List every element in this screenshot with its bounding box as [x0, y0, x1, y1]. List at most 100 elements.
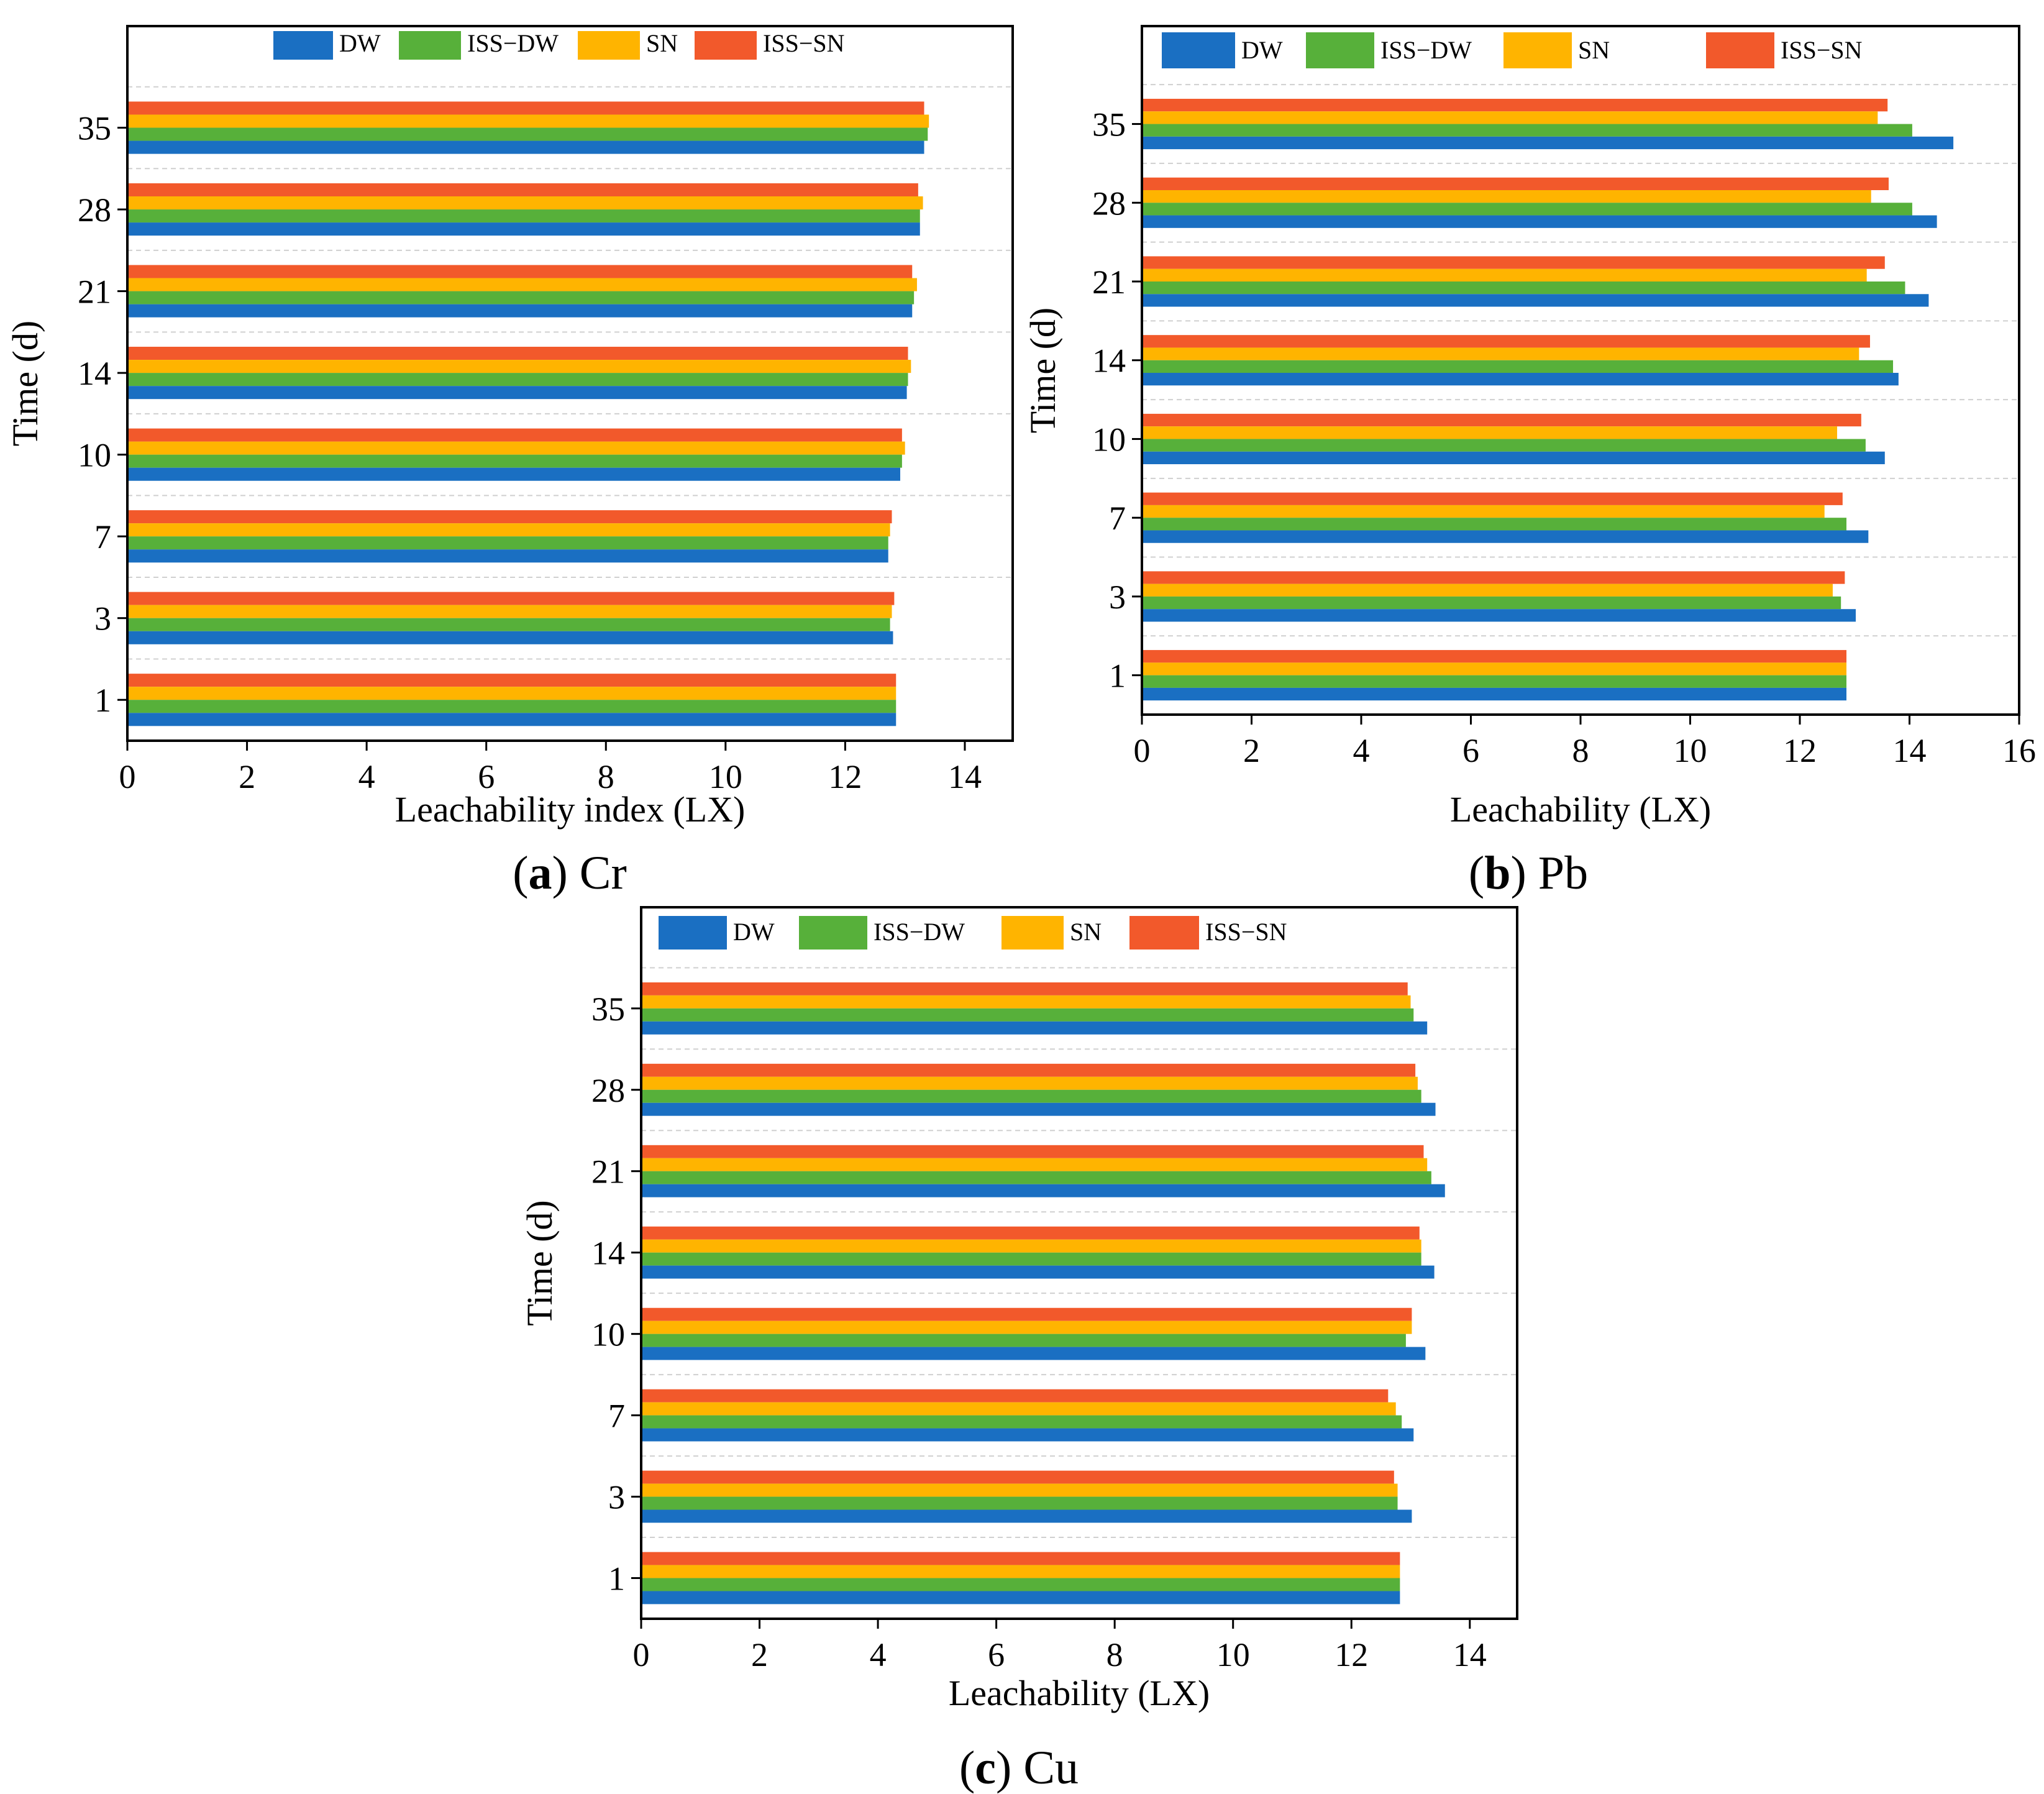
legend-label: DW — [339, 29, 381, 57]
y-tick-label: 7 — [608, 1398, 625, 1435]
legend-swatch-iss-dw — [799, 916, 867, 950]
bar-sn-day-1 — [641, 1565, 1400, 1578]
chart-panel-cr: 1 3 7 10 14 21 28 35 0 2 4 6 8 10 12 14 Leachability ind… — [5, 25, 1014, 899]
x-tick-label: 6 — [478, 758, 495, 795]
plot-frame — [126, 25, 1014, 742]
x-tick-label: 6 — [988, 1636, 1005, 1673]
legend-swatch-dw — [273, 31, 333, 60]
bar-iss-dw-day-21 — [1142, 281, 1905, 295]
bar-dw-day-21 — [641, 1184, 1445, 1197]
bar-sn-day-35 — [127, 114, 929, 128]
bar-iss-sn-day-10 — [127, 428, 902, 442]
x-tick-label: 2 — [239, 758, 255, 795]
y-tick-label: 21 — [591, 1153, 625, 1191]
bar-dw-day-21 — [127, 304, 913, 318]
y-axis-title: Time (d) — [1023, 308, 1063, 434]
bar-iss-dw-day-3 — [1142, 596, 1841, 610]
bar-iss-sn-day-35 — [641, 982, 1408, 995]
bar-iss-dw-day-10 — [1142, 439, 1866, 452]
x-tick-label: 10 — [1674, 732, 1707, 769]
bar-iss-sn-day-28 — [127, 183, 918, 197]
bar-sn-day-28 — [1142, 190, 1871, 203]
y-tick-label: 3 — [608, 1479, 625, 1516]
bar-iss-sn-day-7 — [127, 510, 892, 524]
bar-dw-day-28 — [1142, 215, 1937, 228]
bar-iss-sn-day-21 — [127, 265, 913, 278]
bar-iss-sn-day-1 — [127, 674, 897, 687]
bar-sn-day-14 — [127, 360, 911, 373]
legend-label: ISS−DW — [467, 29, 559, 57]
bar-sn-day-3 — [641, 1483, 1398, 1497]
x-tick-label: 14 — [1453, 1636, 1487, 1673]
bar-dw-day-14 — [641, 1265, 1435, 1279]
bar-iss-sn-day-14 — [641, 1226, 1420, 1240]
x-tick-label: 0 — [1134, 732, 1151, 769]
legend-swatch-dw — [1162, 32, 1235, 68]
bar-dw-day-14 — [127, 386, 907, 400]
bar-iss-dw-day-3 — [127, 618, 890, 631]
y-axis-title: Time (d) — [519, 1200, 560, 1326]
bar-iss-dw-day-7 — [127, 536, 888, 550]
legend-swatch-iss-dw — [399, 31, 461, 60]
chart-panel-cu: 1 3 7 10 14 21 28 35 0 2 4 6 8 10 12 14 Leachability (LX… — [519, 906, 1518, 1794]
bar-iss-sn-day-21 — [1142, 256, 1885, 269]
bar-sn-day-10 — [1142, 426, 1838, 439]
x-tick-label: 4 — [358, 758, 375, 795]
y-tick-label: 28 — [591, 1072, 625, 1109]
y-tick-label: 14 — [591, 1235, 625, 1272]
y-tick-label: 35 — [1092, 106, 1126, 144]
bar-iss-dw-day-1 — [641, 1578, 1400, 1591]
x-tick-label: 8 — [1572, 732, 1589, 769]
x-tick-label: 16 — [2002, 732, 2036, 769]
bar-dw-day-1 — [127, 713, 897, 726]
x-axis-title: Leachability index (LX) — [395, 789, 746, 830]
bar-sn-day-3 — [127, 605, 892, 618]
legend-swatch-iss-sn — [1706, 32, 1774, 68]
y-tick-label: 35 — [591, 991, 625, 1028]
bar-iss-sn-day-35 — [1142, 98, 1888, 112]
legend-swatch-dw — [659, 916, 727, 950]
legend-swatch-iss-sn — [1129, 916, 1199, 950]
legend-swatch-sn — [1503, 32, 1572, 68]
y-tick-label: 3 — [94, 600, 111, 638]
x-tick-label: 2 — [751, 1636, 768, 1673]
y-tick-label: 28 — [1092, 185, 1126, 222]
bar-iss-dw-day-7 — [641, 1415, 1402, 1429]
bar-dw-day-7 — [127, 549, 888, 563]
bar-iss-dw-day-14 — [1142, 360, 1894, 373]
legend-swatch-iss-dw — [1306, 32, 1374, 68]
x-tick-label: 0 — [633, 1636, 650, 1673]
bar-sn-day-14 — [641, 1239, 1421, 1253]
bar-sn-day-28 — [127, 196, 923, 210]
bar-iss-dw-day-10 — [641, 1334, 1406, 1347]
x-tick-label: 0 — [119, 758, 136, 795]
bar-dw-day-14 — [1142, 373, 1899, 386]
bar-sn-day-10 — [127, 441, 905, 455]
legend-swatch-iss-sn — [695, 31, 757, 60]
bar-iss-dw-day-1 — [1142, 675, 1847, 688]
legend-label: ISS−DW — [874, 918, 965, 946]
legend-label: ISS−SN — [763, 29, 845, 57]
legend-label: DW — [1241, 36, 1283, 64]
bar-sn-day-35 — [641, 995, 1411, 1009]
x-tick-label: 4 — [1353, 732, 1370, 769]
x-tick-label: 12 — [1335, 1636, 1368, 1673]
bar-iss-sn-day-10 — [641, 1307, 1412, 1321]
bar-sn-day-1 — [127, 687, 897, 700]
x-tick-label: 6 — [1462, 732, 1479, 769]
y-tick-label: 7 — [94, 518, 111, 556]
x-tick-label: 10 — [1216, 1636, 1250, 1673]
bar-iss-dw-day-1 — [127, 700, 897, 713]
bar-iss-dw-day-28 — [641, 1089, 1421, 1103]
y-tick-label: 14 — [78, 355, 111, 392]
y-tick-label: 1 — [1109, 657, 1126, 695]
x-tick-label: 12 — [1783, 732, 1817, 769]
bar-iss-dw-day-3 — [641, 1496, 1398, 1510]
chart-caption: (c) Cu — [959, 1742, 1079, 1794]
bar-sn-day-10 — [641, 1320, 1412, 1334]
bar-iss-sn-day-35 — [127, 101, 924, 115]
bar-sn-day-14 — [1142, 347, 1859, 360]
x-tick-label: 8 — [598, 758, 614, 795]
x-tick-label: 14 — [1893, 732, 1927, 769]
